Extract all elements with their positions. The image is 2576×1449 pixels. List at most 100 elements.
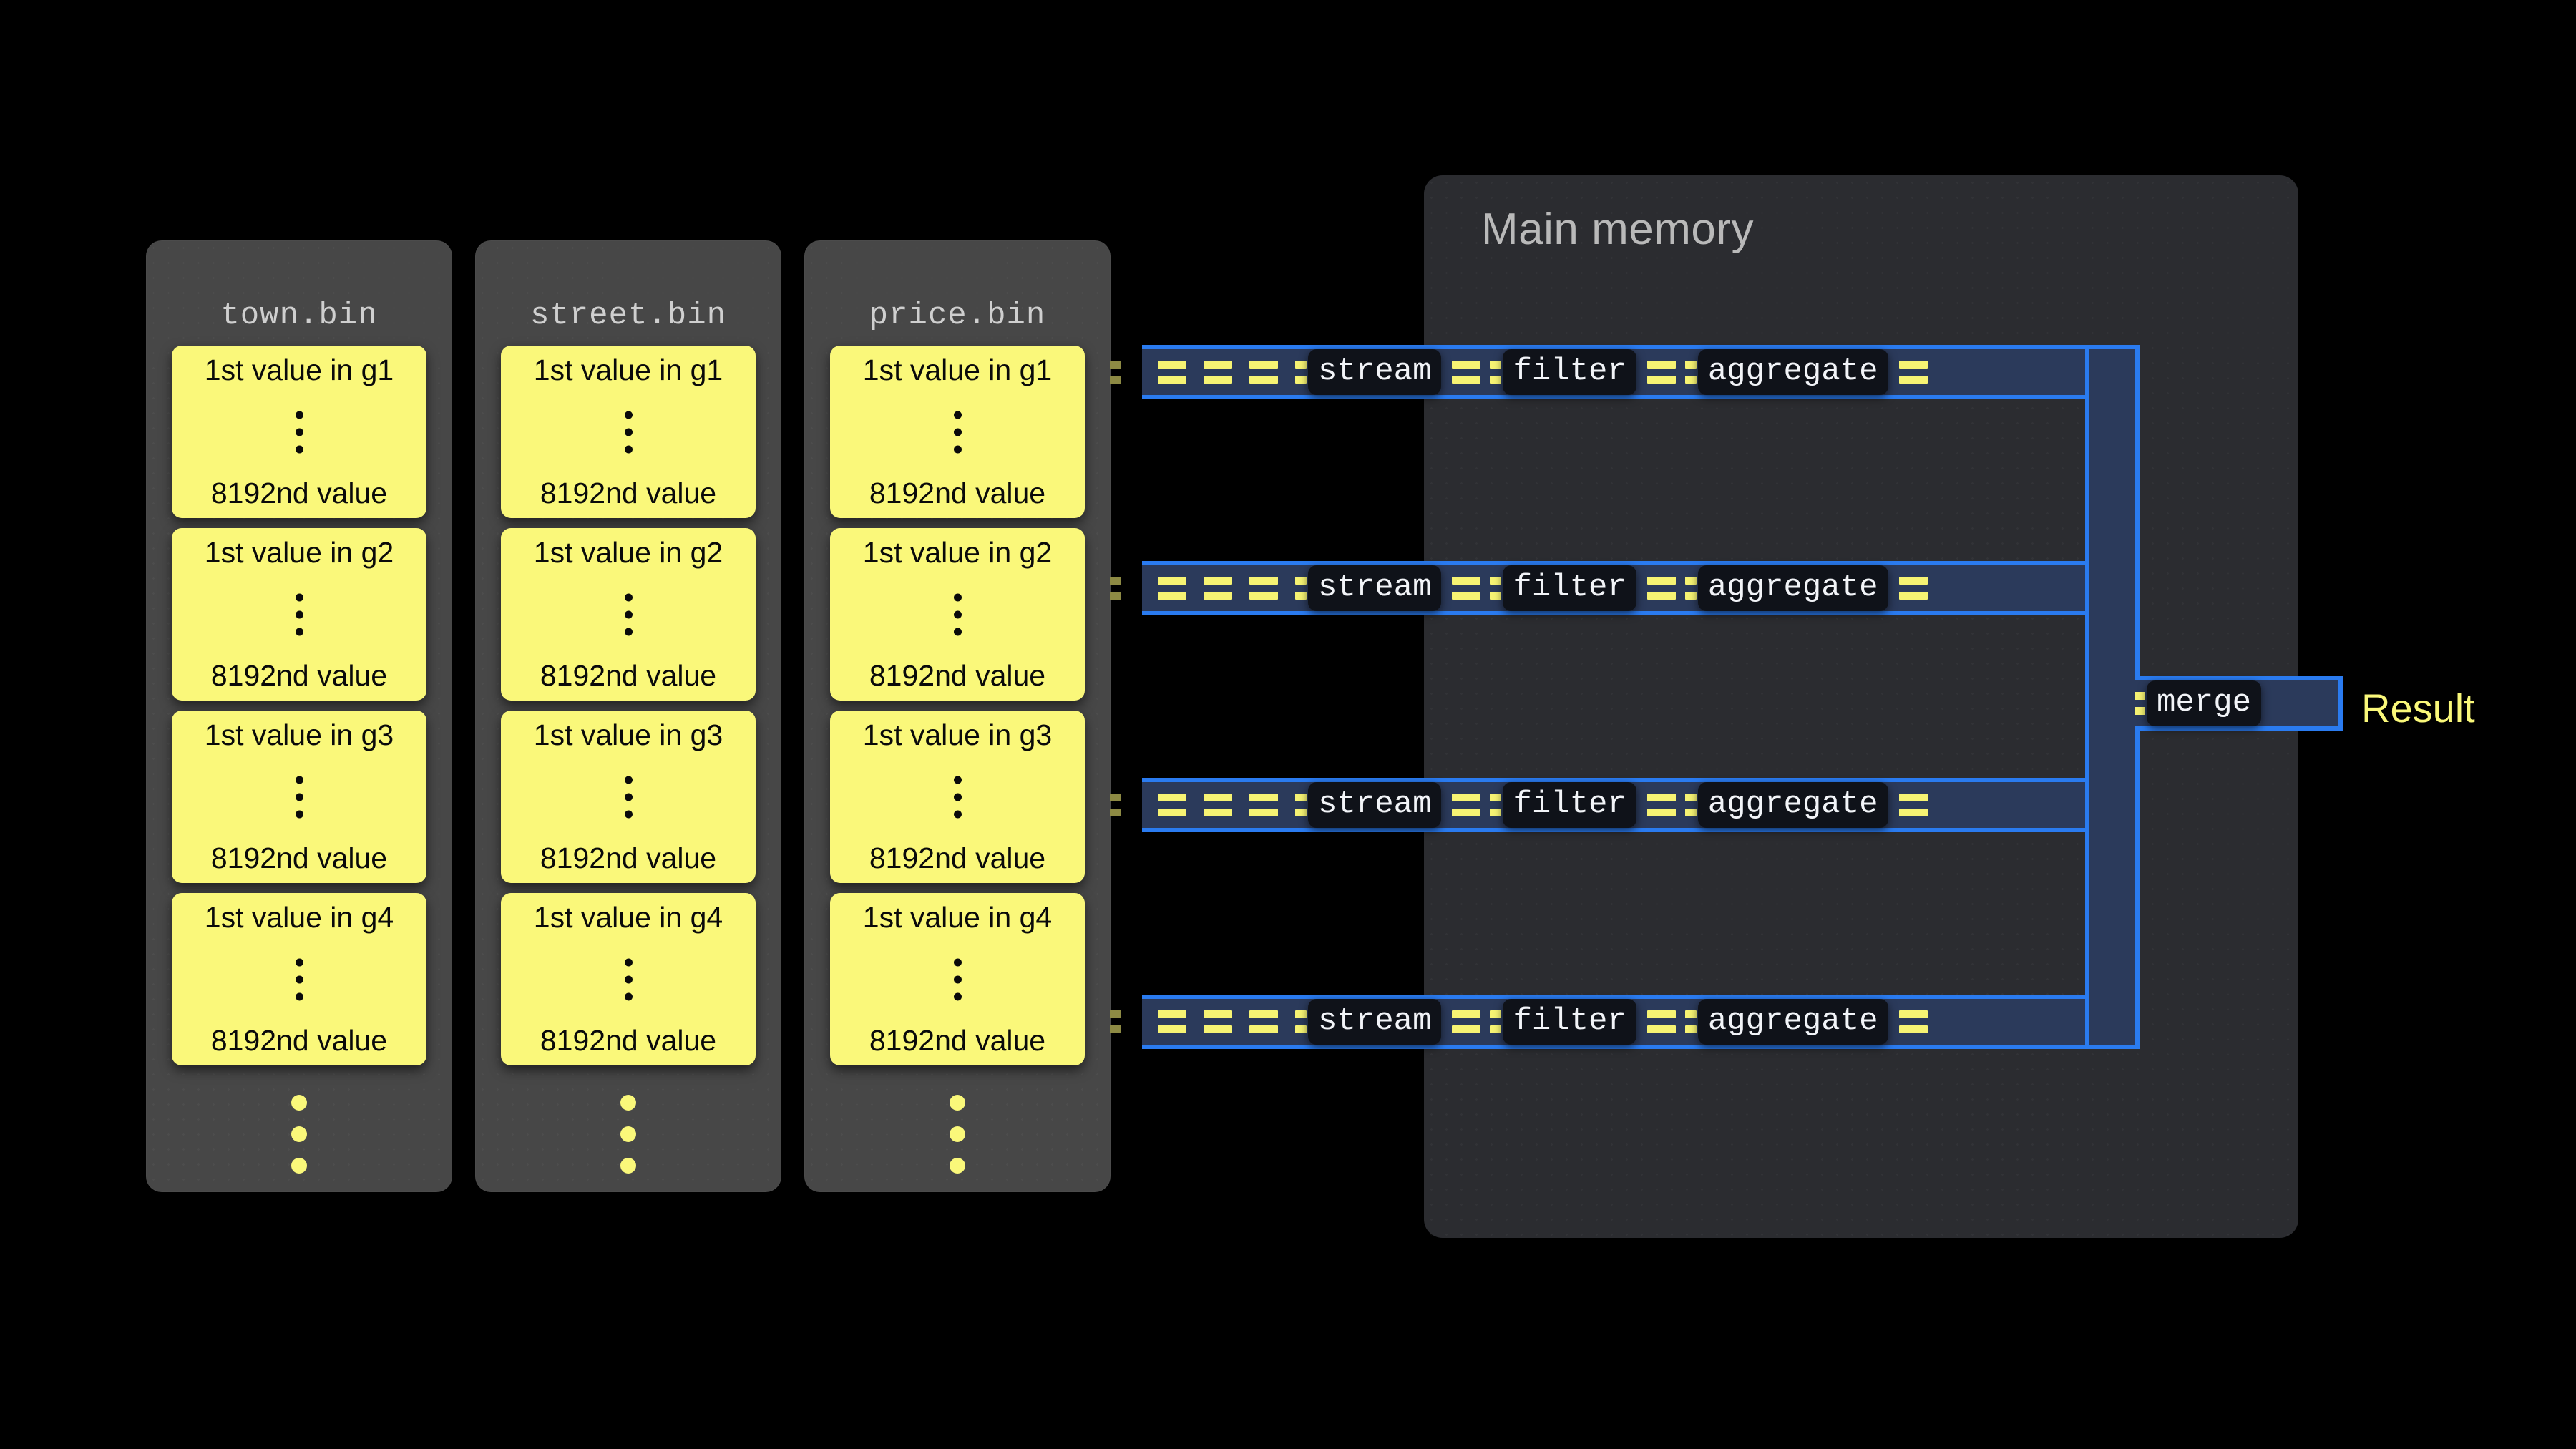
pipeline-stage-stream[interactable]: stream: [1308, 782, 1442, 828]
file-name-label: town.bin: [220, 298, 378, 333]
pipeline-stage-merge[interactable]: merge: [2147, 680, 2262, 726]
group-last-value: 8192nd value: [540, 659, 717, 692]
pipeline-row: stream filter aggregate: [1142, 345, 2140, 399]
group-list: 1st value in g1 8192nd value 1st value i…: [172, 346, 426, 1075]
group-last-value: 8192nd value: [869, 477, 1046, 509]
vertical-ellipsis-icon: [830, 593, 1085, 635]
group-last-value: 8192nd value: [210, 659, 388, 692]
pipeline-stage-filter[interactable]: filter: [1503, 349, 1636, 395]
dash-pair-icon: [1646, 361, 1676, 384]
column-continuation-ellipsis-icon: [475, 1095, 781, 1174]
group-last-value: 8192nd value: [869, 1024, 1046, 1057]
dash-pair-icon: [1158, 361, 1186, 384]
group-last-value: 8192nd value: [210, 841, 388, 874]
dash-pair-icon: [1452, 794, 1481, 816]
group-block: 1st value in g1 8192nd value: [501, 346, 756, 518]
group-block: 1st value in g1 8192nd value: [172, 346, 426, 518]
pipeline-stage-stream[interactable]: stream: [1308, 349, 1442, 395]
vertical-ellipsis-icon: [501, 776, 756, 818]
pipeline-stage-stream[interactable]: stream: [1308, 999, 1442, 1045]
dash-pair-icon: [1249, 1010, 1278, 1033]
stream-connector-icon: [1110, 995, 1121, 1049]
dash-pair-icon: [1898, 577, 1928, 600]
result-label: Result: [2361, 686, 2475, 731]
group-block: 1st value in g2 8192nd value: [830, 528, 1085, 701]
main-memory-title: Main memory: [1481, 205, 1755, 254]
pipeline-stage-filter[interactable]: filter: [1503, 565, 1636, 611]
vertical-ellipsis-icon: [830, 776, 1085, 818]
dash-pair-icon: [1452, 1010, 1481, 1033]
vertical-ellipsis-icon: [501, 593, 756, 635]
dash-pair-icon: [1684, 1010, 1697, 1033]
dash-pair-icon: [1490, 794, 1502, 816]
dash-pair-icon: [1490, 1010, 1502, 1033]
group-last-value: 8192nd value: [540, 841, 717, 874]
group-block: 1st value in g4 8192nd value: [830, 893, 1085, 1065]
pipeline-stage-aggregate[interactable]: aggregate: [1697, 999, 1888, 1045]
group-first-value: 1st value in g2: [862, 536, 1053, 569]
stream-connector-icon: [1110, 345, 1121, 399]
pipeline-stage-aggregate[interactable]: aggregate: [1697, 782, 1888, 828]
group-block: 1st value in g2 8192nd value: [501, 528, 756, 701]
file-column-town: town.bin 1st value in g1 8192nd value 1s…: [146, 240, 452, 1192]
vertical-ellipsis-icon: [830, 411, 1085, 453]
pipeline-trunk: [2085, 345, 2140, 1049]
column-continuation-ellipsis-icon: [146, 1095, 452, 1174]
group-block: 1st value in g1 8192nd value: [830, 346, 1085, 518]
vertical-ellipsis-icon: [172, 411, 426, 453]
dash-pair-icon: [1898, 794, 1928, 816]
group-first-value: 1st value in g2: [533, 536, 723, 569]
group-last-value: 8192nd value: [210, 1024, 388, 1057]
dash-pair-icon: [1204, 577, 1232, 600]
vertical-ellipsis-icon: [172, 958, 426, 1000]
vertical-ellipsis-icon: [501, 958, 756, 1000]
vertical-ellipsis-icon: [830, 958, 1085, 1000]
stream-connector-icon: [1110, 561, 1121, 615]
column-continuation-ellipsis-icon: [804, 1095, 1111, 1174]
dash-pair-icon: [1158, 1010, 1186, 1033]
dash-pair-icon: [1490, 361, 1502, 384]
dash-pair-icon: [1295, 577, 1307, 600]
group-first-value: 1st value in g4: [533, 901, 723, 934]
file-name-label: price.bin: [869, 298, 1046, 333]
dash-pair-icon: [1646, 794, 1676, 816]
file-column-street: street.bin 1st value in g1 8192nd value …: [475, 240, 781, 1192]
group-last-value: 8192nd value: [540, 1024, 717, 1057]
pipeline-row: stream filter aggregate: [1142, 778, 2140, 832]
dash-pair-icon: [1249, 361, 1278, 384]
group-first-value: 1st value in g1: [204, 353, 394, 386]
group-block: 1st value in g3 8192nd value: [172, 711, 426, 883]
file-name-label: street.bin: [530, 298, 727, 333]
dash-pair-icon: [1158, 577, 1186, 600]
dash-pair-icon: [1646, 1010, 1676, 1033]
dash-pair-icon: [1646, 577, 1676, 600]
group-block: 1st value in g4 8192nd value: [501, 893, 756, 1065]
group-last-value: 8192nd value: [540, 477, 717, 509]
merge-arm: merge: [2135, 676, 2343, 731]
pipeline-stage-filter[interactable]: filter: [1503, 999, 1636, 1045]
vertical-ellipsis-icon: [172, 776, 426, 818]
vertical-ellipsis-icon: [172, 593, 426, 635]
group-first-value: 1st value in g4: [204, 901, 394, 934]
dash-pair-icon: [1490, 577, 1502, 600]
pipeline-stage-aggregate[interactable]: aggregate: [1697, 349, 1888, 395]
group-block: 1st value in g3 8192nd value: [501, 711, 756, 883]
dash-pair-icon: [1295, 361, 1307, 384]
group-first-value: 1st value in g3: [204, 718, 394, 751]
dash-pair-icon: [1898, 361, 1928, 384]
pipeline-stage-stream[interactable]: stream: [1308, 565, 1442, 611]
group-last-value: 8192nd value: [210, 477, 388, 509]
trunk-cap-top: [2085, 345, 2140, 349]
dash-pair-icon: [1295, 1010, 1307, 1033]
stream-connector-icon: [1110, 778, 1121, 832]
group-first-value: 1st value in g4: [862, 901, 1053, 934]
pipeline-stage-filter[interactable]: filter: [1503, 782, 1636, 828]
vertical-ellipsis-icon: [501, 411, 756, 453]
group-first-value: 1st value in g3: [533, 718, 723, 751]
dash-pair-icon: [1204, 361, 1232, 384]
dash-pair-icon: [1249, 794, 1278, 816]
group-last-value: 8192nd value: [869, 659, 1046, 692]
pipeline-stage-aggregate[interactable]: aggregate: [1697, 565, 1888, 611]
dash-pair-icon: [1452, 577, 1481, 600]
